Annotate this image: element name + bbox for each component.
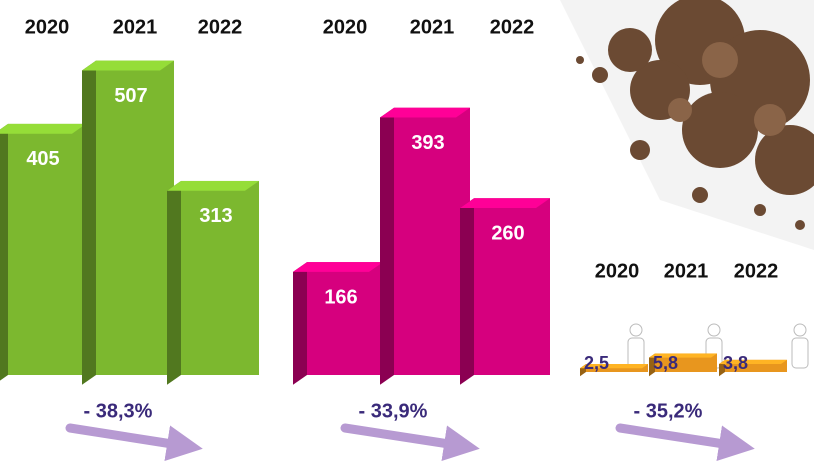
bar [394,107,470,375]
value-label: 393 [411,132,444,154]
bar-top [649,353,717,358]
value-label: 313 [199,205,232,227]
bar-top [580,364,648,369]
bar-top [167,180,259,191]
bar-side [460,198,474,385]
year-label: 2022 [198,16,243,38]
bar-top [460,198,550,208]
change-annotation: - 38,3% [84,400,153,422]
bar [307,262,383,375]
bar-side [167,180,181,385]
value-label: 166 [324,286,357,308]
year-label: 2021 [113,16,158,38]
bar-side [0,123,8,381]
bar [8,123,86,376]
bar-side [649,353,655,377]
value-label: 3,8 [723,353,748,373]
value-label: 5,8 [653,353,678,373]
value-label: 507 [114,85,147,107]
bar-side [380,107,394,385]
bar-top [0,123,86,134]
year-label: 2020 [595,260,640,282]
bar [96,60,174,375]
soil-decoration [560,0,814,250]
year-label: 2020 [25,16,70,38]
trend-arrows [65,423,755,462]
bar [655,353,717,372]
bar-top [82,60,174,71]
year-label: 2022 [490,16,535,38]
value-label: 260 [491,222,524,244]
bar [181,180,259,375]
year-label: 2021 [410,16,455,38]
year-label: 2020 [323,16,368,38]
bar-top [293,262,383,272]
bar [474,198,550,375]
charts: 2020 2021 2022 405 507 313 - 38,3% 2020 2021 2022… [0,16,787,422]
bar-top [719,359,787,365]
change-annotation: - 33,9% [359,400,428,422]
change-annotation: - 35,2% [634,400,703,422]
value-label: 405 [26,148,59,170]
bar-top [380,107,470,118]
bar-side [82,60,96,385]
bar-side [293,262,307,385]
year-label: 2021 [664,260,709,282]
value-label: 2,5 [584,353,609,373]
year-label: 2022 [734,260,779,282]
